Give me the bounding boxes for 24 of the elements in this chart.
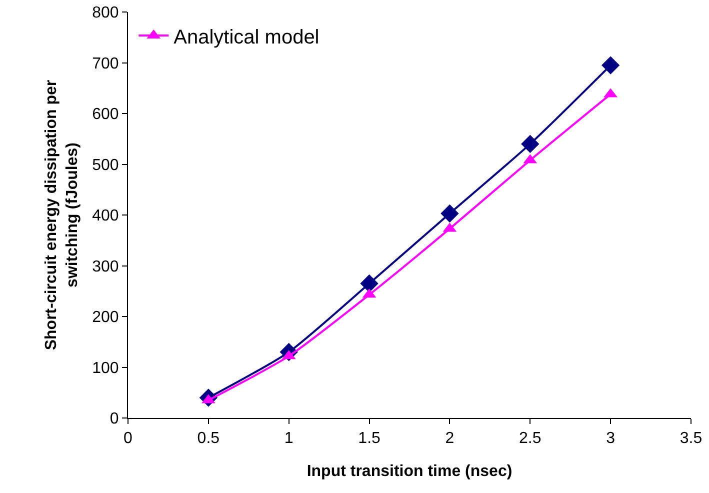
y-tick-label: 500 xyxy=(92,156,119,174)
y-tick-label: 400 xyxy=(92,208,119,225)
point xyxy=(440,204,459,223)
x-tick-label: 3.5 xyxy=(680,430,702,448)
x-tick-label: 3 xyxy=(606,430,616,448)
x-tick-label: 1.5 xyxy=(358,430,381,448)
y-tick-label: 300 xyxy=(92,258,119,276)
y-tick-label: 0 xyxy=(110,410,119,428)
x-tick-label: 2.5 xyxy=(519,430,542,448)
x-tick-label: 0 xyxy=(124,430,133,448)
x-axis-title: Input transition time (nsec) xyxy=(306,463,512,480)
legend-label: Analytical model xyxy=(174,26,320,48)
point xyxy=(360,274,378,293)
y-tick-label: 800 xyxy=(92,4,119,22)
y-tick-label: 700 xyxy=(92,55,119,72)
y-tick-label: 600 xyxy=(92,106,119,124)
x-tick-label: 1 xyxy=(284,430,294,448)
x-tick-label: 2 xyxy=(445,430,454,448)
y-axis-title: Short-circuit energy dissipation per switching (fJoules) xyxy=(43,80,81,350)
x-tick-label: 0.5 xyxy=(197,430,220,448)
y-tick-label: 200 xyxy=(92,309,119,326)
y-tick-label: 100 xyxy=(92,360,119,377)
point xyxy=(521,134,540,154)
point xyxy=(601,56,620,74)
